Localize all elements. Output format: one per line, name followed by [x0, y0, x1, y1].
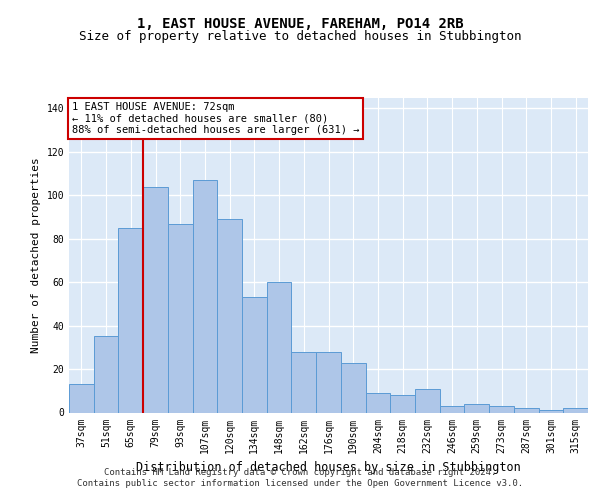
Bar [69, 384, 94, 412]
Bar [415, 388, 440, 412]
Bar [539, 410, 563, 412]
Bar [390, 395, 415, 412]
Y-axis label: Number of detached properties: Number of detached properties [31, 157, 41, 353]
Bar [464, 404, 489, 412]
X-axis label: Distribution of detached houses by size in Stubbington: Distribution of detached houses by size … [136, 461, 521, 474]
Bar [316, 352, 341, 412]
Bar [168, 224, 193, 412]
Bar [242, 298, 267, 412]
Bar [143, 186, 168, 412]
Bar [217, 219, 242, 412]
Bar [514, 408, 539, 412]
Text: 1, EAST HOUSE AVENUE, FAREHAM, PO14 2RB: 1, EAST HOUSE AVENUE, FAREHAM, PO14 2RB [137, 18, 463, 32]
Bar [489, 406, 514, 412]
Bar [193, 180, 217, 412]
Bar [440, 406, 464, 412]
Bar [118, 228, 143, 412]
Text: Size of property relative to detached houses in Stubbington: Size of property relative to detached ho… [79, 30, 521, 43]
Bar [94, 336, 118, 412]
Bar [292, 352, 316, 412]
Bar [563, 408, 588, 412]
Bar [267, 282, 292, 412]
Text: 1 EAST HOUSE AVENUE: 72sqm
← 11% of detached houses are smaller (80)
88% of semi: 1 EAST HOUSE AVENUE: 72sqm ← 11% of deta… [72, 102, 359, 135]
Text: Contains HM Land Registry data © Crown copyright and database right 2024.
Contai: Contains HM Land Registry data © Crown c… [77, 468, 523, 487]
Bar [365, 393, 390, 412]
Bar [341, 362, 365, 412]
